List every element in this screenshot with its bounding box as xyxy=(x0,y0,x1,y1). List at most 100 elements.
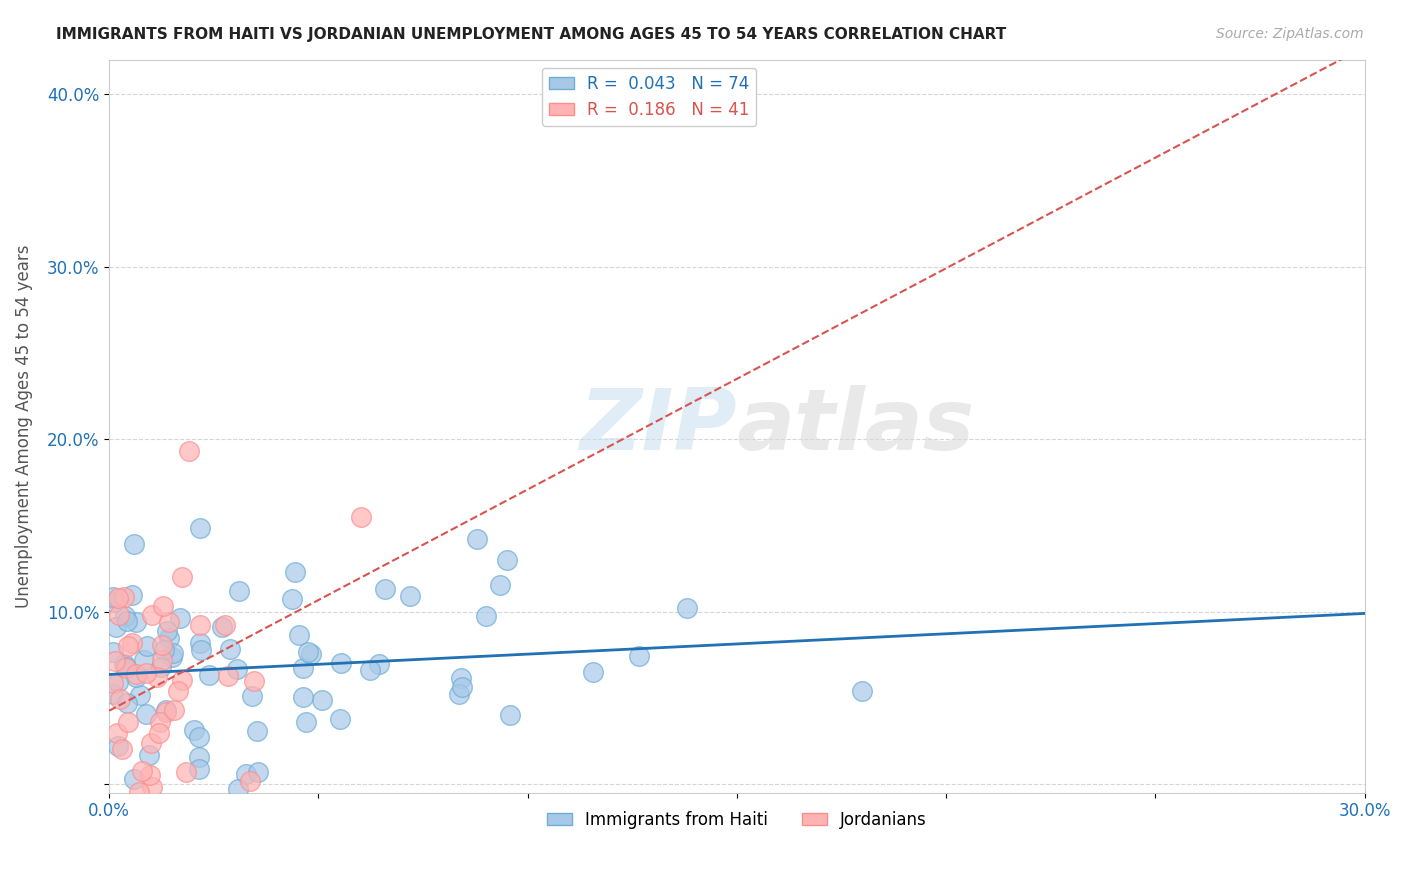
Point xyxy=(156,624,179,638)
Point xyxy=(299,648,322,662)
Point xyxy=(177,444,200,458)
Point xyxy=(124,670,146,684)
Point xyxy=(125,615,148,629)
Point xyxy=(329,713,352,727)
Text: ZIP: ZIP xyxy=(579,384,737,467)
Point xyxy=(157,632,180,646)
Point xyxy=(449,687,471,701)
Point xyxy=(162,646,184,660)
Point xyxy=(399,589,422,603)
Point xyxy=(141,736,163,750)
Point xyxy=(115,660,138,674)
Point xyxy=(111,742,134,756)
Point xyxy=(489,577,512,591)
Legend: Immigrants from Haiti, Jordanians: Immigrants from Haiti, Jordanians xyxy=(540,805,934,836)
Point xyxy=(280,592,302,607)
Point xyxy=(359,663,381,677)
Point xyxy=(225,662,247,676)
Point xyxy=(288,628,311,642)
Point xyxy=(103,676,125,690)
Point xyxy=(188,636,211,650)
Point xyxy=(104,654,127,668)
Point xyxy=(851,684,873,698)
Point xyxy=(582,665,605,680)
Point xyxy=(467,532,489,546)
Point xyxy=(450,671,472,685)
Point xyxy=(226,781,249,796)
Point xyxy=(103,849,125,863)
Point xyxy=(243,674,266,689)
Point xyxy=(174,765,197,780)
Point xyxy=(295,715,318,730)
Point xyxy=(128,785,150,799)
Point xyxy=(155,705,177,719)
Point xyxy=(121,588,143,602)
Point xyxy=(190,643,212,657)
Point xyxy=(150,653,173,667)
Point xyxy=(117,715,139,730)
Point xyxy=(112,657,135,671)
Text: IMMIGRANTS FROM HAITI VS JORDANIAN UNEMPLOYMENT AMONG AGES 45 TO 54 YEARS CORREL: IMMIGRANTS FROM HAITI VS JORDANIAN UNEMP… xyxy=(56,27,1007,42)
Point xyxy=(228,584,250,599)
Point xyxy=(311,693,333,707)
Point xyxy=(628,648,651,663)
Point xyxy=(122,537,145,551)
Point xyxy=(131,764,153,778)
Point xyxy=(157,615,180,629)
Point xyxy=(153,642,176,657)
Point xyxy=(187,731,209,745)
Point xyxy=(188,750,211,764)
Point xyxy=(145,670,167,684)
Point xyxy=(330,656,353,670)
Point xyxy=(239,773,262,788)
Point xyxy=(211,620,233,634)
Point xyxy=(149,660,172,674)
Point xyxy=(169,610,191,624)
Point xyxy=(115,615,138,629)
Point xyxy=(139,767,162,781)
Point xyxy=(214,617,236,632)
Point xyxy=(291,690,314,704)
Point xyxy=(124,772,146,786)
Point xyxy=(217,669,239,683)
Point xyxy=(141,607,163,622)
Point xyxy=(114,590,136,604)
Point xyxy=(122,800,145,814)
Point xyxy=(115,818,138,832)
Point xyxy=(166,683,188,698)
Point xyxy=(374,582,396,597)
Point xyxy=(121,636,143,650)
Point xyxy=(125,667,148,681)
Point xyxy=(235,766,257,780)
Point xyxy=(475,608,498,623)
Text: atlas: atlas xyxy=(737,384,974,467)
Text: Source: ZipAtlas.com: Source: ZipAtlas.com xyxy=(1216,27,1364,41)
Point xyxy=(163,703,186,717)
Point xyxy=(103,591,125,605)
Point xyxy=(170,570,193,584)
Point xyxy=(117,697,139,711)
Point xyxy=(136,639,159,653)
Point xyxy=(495,553,517,567)
Point xyxy=(103,687,125,701)
Point xyxy=(129,688,152,702)
Point xyxy=(450,680,472,694)
Point xyxy=(103,595,125,609)
Point xyxy=(135,665,157,680)
Point xyxy=(197,668,219,682)
Point xyxy=(132,653,155,667)
Point xyxy=(107,591,129,606)
Point xyxy=(141,780,163,794)
Point xyxy=(188,520,211,534)
Point xyxy=(292,661,315,675)
Point xyxy=(240,689,263,703)
Point xyxy=(498,707,520,722)
Point xyxy=(247,764,270,779)
Point xyxy=(187,762,209,776)
Point xyxy=(188,618,211,632)
Point xyxy=(295,808,318,822)
Point xyxy=(107,675,129,690)
Point xyxy=(246,723,269,738)
Point xyxy=(115,661,138,675)
Point xyxy=(219,642,242,657)
